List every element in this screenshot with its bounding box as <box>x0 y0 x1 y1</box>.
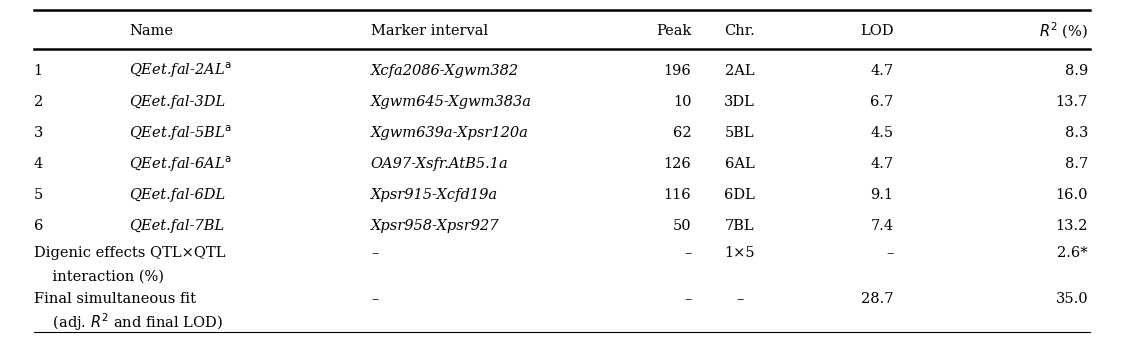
Text: Final simultaneous fit: Final simultaneous fit <box>34 292 196 306</box>
Text: interaction (%): interaction (%) <box>34 270 164 284</box>
Text: 5: 5 <box>34 188 43 202</box>
Text: 116: 116 <box>663 188 691 202</box>
Text: QEet.fal-5BL$^\mathrm{a}$: QEet.fal-5BL$^\mathrm{a}$ <box>129 123 233 143</box>
Text: 6: 6 <box>34 219 43 234</box>
Text: QEet.fal-6DL: QEet.fal-6DL <box>129 188 226 202</box>
Text: Xcfa2086-Xgwm382: Xcfa2086-Xgwm382 <box>371 63 519 78</box>
Text: 6AL: 6AL <box>725 157 754 171</box>
Text: 3DL: 3DL <box>724 95 755 109</box>
Text: –: – <box>683 292 691 306</box>
Text: 62: 62 <box>672 126 691 140</box>
Text: 4: 4 <box>34 157 43 171</box>
Text: 6DL: 6DL <box>724 188 755 202</box>
Text: QEet.fal-6AL$^\mathrm{a}$: QEet.fal-6AL$^\mathrm{a}$ <box>129 154 232 174</box>
Text: Xpsr915-Xcfd19a: Xpsr915-Xcfd19a <box>371 188 498 202</box>
Text: 9.1: 9.1 <box>871 188 894 202</box>
Text: OA97-Xsfr.AtB5.1a: OA97-Xsfr.AtB5.1a <box>371 157 509 171</box>
Text: –: – <box>886 246 894 260</box>
Text: 13.2: 13.2 <box>1055 219 1088 234</box>
Text: 196: 196 <box>663 63 691 78</box>
Text: Xgwm645-Xgwm383a: Xgwm645-Xgwm383a <box>371 95 532 109</box>
Text: Xgwm639a-Xpsr120a: Xgwm639a-Xpsr120a <box>371 126 528 140</box>
Text: LOD: LOD <box>860 23 894 38</box>
Text: –: – <box>736 292 743 306</box>
Text: 6.7: 6.7 <box>870 95 894 109</box>
Text: Xpsr958-Xpsr927: Xpsr958-Xpsr927 <box>371 219 499 234</box>
Text: –: – <box>683 246 691 260</box>
Text: (adj. $R^2$ and final LOD): (adj. $R^2$ and final LOD) <box>34 312 223 334</box>
Text: Peak: Peak <box>656 23 691 38</box>
Text: Marker interval: Marker interval <box>371 23 488 38</box>
Text: 3: 3 <box>34 126 43 140</box>
Text: 126: 126 <box>663 157 691 171</box>
Text: QEet.fal-3DL: QEet.fal-3DL <box>129 95 226 109</box>
Text: 2: 2 <box>34 95 43 109</box>
Text: 4.7: 4.7 <box>870 157 894 171</box>
Text: 1×5: 1×5 <box>724 246 755 260</box>
Text: 13.7: 13.7 <box>1055 95 1088 109</box>
Text: –: – <box>371 246 379 260</box>
Text: 35.0: 35.0 <box>1055 292 1088 306</box>
Text: 2AL: 2AL <box>725 63 754 78</box>
Text: 10: 10 <box>673 95 691 109</box>
Text: 2.6*: 2.6* <box>1058 246 1088 260</box>
Text: QEet.fal-2AL$^\mathrm{a}$: QEet.fal-2AL$^\mathrm{a}$ <box>129 61 232 80</box>
Text: –: – <box>371 292 379 306</box>
Text: 8.3: 8.3 <box>1064 126 1088 140</box>
Text: 8.7: 8.7 <box>1064 157 1088 171</box>
Text: Digenic effects QTL×QTL: Digenic effects QTL×QTL <box>34 246 225 260</box>
Text: QEet.fal-7BL: QEet.fal-7BL <box>129 219 225 234</box>
Text: 5BL: 5BL <box>725 126 754 140</box>
Text: 8.9: 8.9 <box>1064 63 1088 78</box>
Text: 28.7: 28.7 <box>861 292 894 306</box>
Text: 50: 50 <box>672 219 691 234</box>
Text: $R^2$ (%): $R^2$ (%) <box>1039 20 1088 41</box>
Text: 7BL: 7BL <box>725 219 754 234</box>
Text: 1: 1 <box>34 63 43 78</box>
Text: Chr.: Chr. <box>724 23 755 38</box>
Text: 7.4: 7.4 <box>870 219 894 234</box>
Text: Name: Name <box>129 23 173 38</box>
Text: 4.5: 4.5 <box>870 126 894 140</box>
Text: 16.0: 16.0 <box>1055 188 1088 202</box>
Text: 4.7: 4.7 <box>870 63 894 78</box>
